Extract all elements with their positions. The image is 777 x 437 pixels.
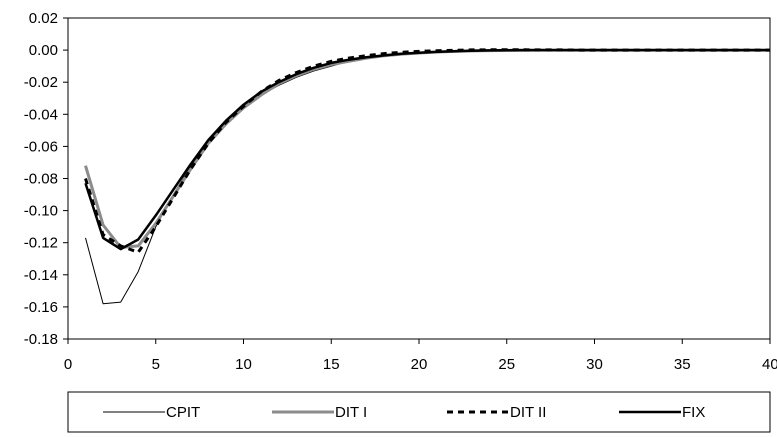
x-tick-label: 10 (235, 356, 252, 373)
series-layer (84, 48, 770, 305)
legend-label: DIT I (335, 404, 367, 421)
x-tick-label: 20 (411, 356, 428, 373)
y-tick-label: 0.00 (29, 42, 58, 59)
legend-label: FIX (682, 404, 705, 421)
y-tick-label: -0.02 (24, 74, 58, 91)
y-tick-label: -0.08 (24, 171, 58, 188)
y-tick-label: -0.12 (24, 235, 58, 252)
legend-label: CPIT (166, 404, 200, 421)
x-tick-label: 25 (498, 356, 515, 373)
y-tick-label: -0.14 (24, 267, 58, 284)
y-tick-label: -0.18 (24, 331, 58, 348)
y-tick-label: -0.04 (24, 106, 58, 123)
x-tick-label: 5 (152, 356, 160, 373)
x-tick-label: 15 (323, 356, 340, 373)
x-tick-label: 0 (64, 356, 72, 373)
y-tick-label: -0.10 (24, 203, 58, 220)
y-axis: 0.02 0.00 -0.02 -0.04 -0.06 -0.08 -0.10 -0.12 -0… (24, 10, 68, 348)
y-tick-label: -0.16 (24, 299, 58, 316)
y-tick-label: -0.06 (24, 138, 58, 155)
y-tick-label: 0.02 (29, 10, 58, 27)
legend: CPIT DIT I DIT II FIX (103, 404, 705, 421)
x-tick-label: 40 (762, 356, 777, 373)
legend-label: DIT II (510, 404, 546, 421)
x-tick-label: 30 (586, 356, 603, 373)
plot-area (67, 17, 771, 340)
series-line-fix (84, 48, 770, 251)
x-axis: 0 5 10 15 20 25 30 35 40 (64, 339, 777, 373)
x-tick-label: 35 (674, 356, 691, 373)
